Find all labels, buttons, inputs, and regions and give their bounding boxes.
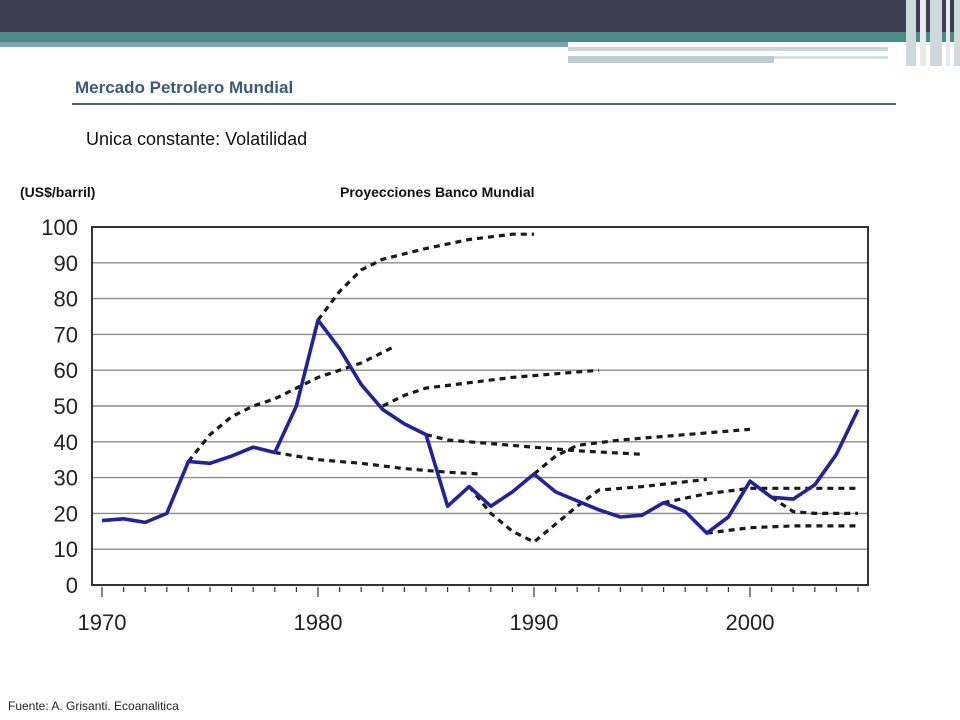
projection-line (425, 433, 643, 456)
header-stripe (0, 42, 568, 47)
y-tick-label: 0 (66, 573, 78, 598)
unit-label: (US$/barril) (20, 184, 96, 200)
y-tick-label: 50 (54, 394, 78, 419)
projection-lines (187, 232, 858, 544)
y-tick-label: 60 (54, 358, 78, 383)
projection-line (706, 524, 858, 535)
projection-line (316, 232, 534, 322)
source-note: Fuente: A. Grisanti. Ecoanalitica (8, 699, 179, 713)
y-tick-label: 90 (54, 251, 78, 276)
oil-price-chart: 0 10 20 30 40 50 60 70 80 90 100 1970 1980 1990 2000 (41, 215, 869, 635)
actual-price-series (101, 318, 860, 535)
actual-price-line (101, 318, 860, 535)
slide-title: Mercado Petrolero Mundial (75, 78, 294, 97)
x-tick-label: 1970 (78, 610, 127, 635)
x-tick-label: 1990 (510, 610, 559, 635)
y-tick-label: 40 (54, 430, 78, 455)
header-decoration (906, 0, 960, 66)
header-stripe (568, 56, 774, 63)
projection-line (382, 368, 599, 408)
grid-lines (92, 262, 868, 550)
x-tick-label: 1980 (294, 610, 343, 635)
title-divider (72, 103, 896, 105)
header-stripe (568, 47, 888, 51)
y-tick-label: 70 (54, 322, 78, 347)
y-tick-label: 100 (41, 215, 78, 240)
y-tick-label: 20 (54, 501, 78, 526)
header-band (0, 0, 960, 32)
projection-line (467, 477, 707, 544)
projection-line (532, 427, 751, 476)
y-tick-label: 30 (54, 466, 78, 491)
projection-label: Proyecciones Banco Mundial (340, 184, 535, 200)
header-accent-band (0, 32, 960, 42)
slide-subtitle: Unica constante: Volatilidad (86, 129, 308, 149)
x-tick-label: 2000 (726, 610, 775, 635)
projection-line (770, 495, 858, 515)
plot-frame (91, 226, 869, 586)
header-stripe (774, 56, 888, 59)
y-tick-label: 80 (54, 287, 78, 312)
projection-line (274, 450, 481, 476)
x-axis-ticks: 1970 1980 1990 2000 (78, 587, 859, 635)
y-axis-ticks: 0 10 20 30 40 50 60 70 80 90 100 (41, 215, 78, 598)
y-tick-label: 10 (54, 537, 78, 562)
projection-line (187, 345, 395, 463)
